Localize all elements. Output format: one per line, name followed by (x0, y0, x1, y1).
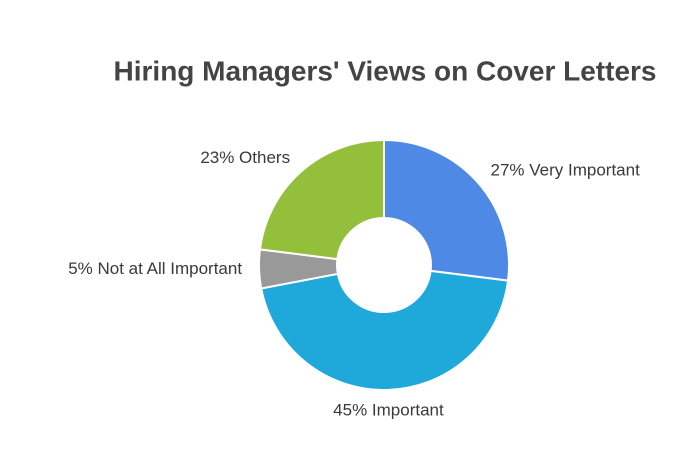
slice-label: 45% Important (333, 400, 444, 419)
slice-label: 5% Not at All Important (68, 259, 242, 278)
donut-slice (383, 138, 510, 282)
slice-label: 27% Very Important (491, 161, 641, 180)
slice-label: 23% Others (200, 148, 290, 167)
chart-title: Hiring Managers' Views on Cover Letters (114, 55, 657, 86)
donut-slice (258, 138, 385, 261)
donut-slice (260, 269, 510, 391)
